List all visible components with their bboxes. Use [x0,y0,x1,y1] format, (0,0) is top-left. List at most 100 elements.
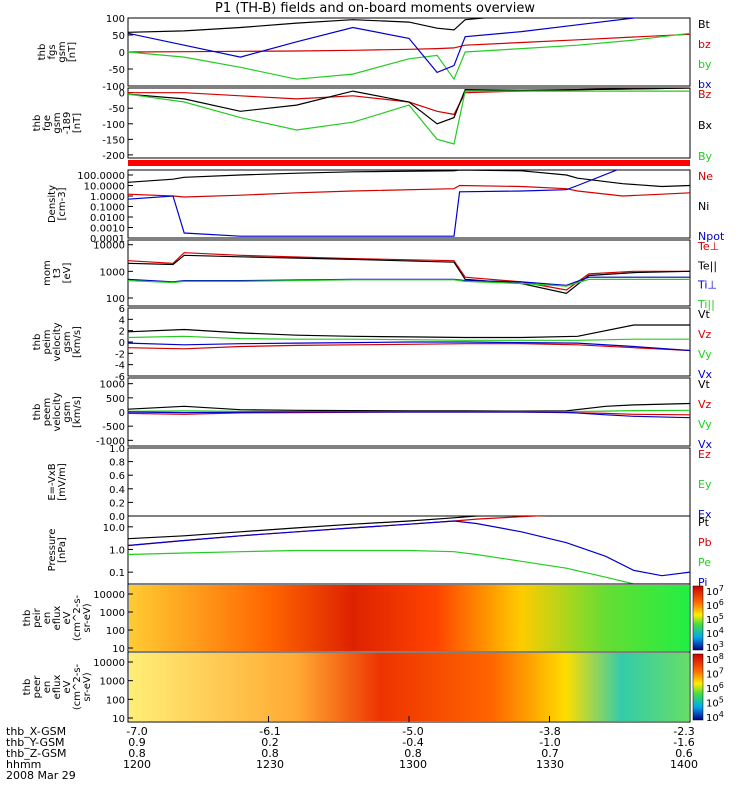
footer-t-4: 1330 [536,758,564,771]
footer-x-4: -3.8 [539,725,561,738]
footer-t-5: 1400 [670,758,698,771]
legend-1-4: bx [698,78,712,91]
series-3-npot-line [128,170,619,237]
ytick-6-2: 500 [106,394,125,405]
ytick-3-5: 0.0100 [90,213,125,224]
series-5-vt-line [128,324,690,339]
ylabel-2-5: [nT] [72,113,83,133]
ytick-7-2: 0.8 [109,458,125,469]
ytick-6-4: -500 [102,422,125,433]
footer-x-1: -7.0 [126,725,148,738]
ylabel-6-5: [km/s] [72,396,83,428]
legend-6-1: Vt [698,378,711,391]
heatmap-9 [129,585,689,651]
ylabel-5-4: gsm [62,331,73,352]
ylabel-3-2: [cm-3] [57,187,68,220]
legend-1-2: bz [698,38,711,51]
ylabel-6-2: peem [42,398,53,426]
ylabel-1-2: fgs [47,44,58,59]
chart-title: P1 (TH-B) fields and on-board moments ov… [215,1,535,16]
legend-4-3: Ti⊥ [697,279,717,292]
footer-row-z: thb_Z-GSM [6,747,67,760]
footer-col-5: -2.3 -1.6 0.6 1400 [654,726,714,770]
ylabel-6-3: velocity [52,392,63,431]
series-4-te-line [128,252,690,291]
colorbar-tick-10-5: 104 [706,710,724,724]
ytick-10-1: 10000 [93,658,125,669]
footer-t-1: 1200 [123,758,151,771]
ytick-10-3: 100 [106,695,125,706]
footer-t-3: 1300 [399,758,427,771]
footer-x-3: -5.0 [402,725,424,738]
legend-2-2: Bx [698,119,713,132]
ytick-2-4: -150 [102,135,125,146]
colorbar-tick-9-1: 107 [706,584,724,598]
colorbar-9 [692,585,704,651]
legend-5-2: Vz [698,328,712,341]
footer-y-5: -1.6 [673,736,695,749]
ylabel-9-6: (cm^2-s- [72,594,83,641]
ytick-1-4: -50 [109,65,125,76]
panel-frame-3 [127,169,691,239]
ylabel-10-3: en [42,681,53,694]
ylabel-5-1: thb [32,334,43,351]
ytick-2-1: 0 [119,89,125,100]
colorbar-tick-10-3: 106 [706,681,724,695]
footer-col-4: -3.8 -1.0 0.7 1330 [520,726,580,770]
ytick-8-1: 10.0 [103,523,125,534]
series-4-ti-line [128,278,690,287]
legend-3-3: Npot [698,230,725,243]
ytick-5-3: 2 [119,327,125,338]
footer-y-1: 0.9 [128,736,146,749]
ytick-3-7: 0.0001 [90,234,125,245]
legend-7-2: Ey [698,478,712,491]
ylabel-9-1: thb [22,610,33,627]
ylabel-10-5: eV [62,680,73,693]
footer-z-5: 0.6 [675,747,693,760]
ytick-6-1: 1000 [100,380,125,391]
series-5-vy-line [128,335,690,341]
ytick-3-6: 0.0010 [90,224,125,235]
footer-x-2: -6.1 [259,725,281,738]
ytick-9-1: 10000 [93,590,125,601]
series-8-pi-line [128,520,690,577]
ylabel-2-3: gsm [52,112,63,133]
legend-8-3: Pe [698,556,711,569]
footer-row-date: 2008 Mar 29 [6,769,76,782]
ytick-3-2: 10.0000 [84,182,125,193]
ylabel-2-2: fge [42,115,53,131]
ytick-2-2: -50 [109,104,125,115]
colorbar-tick-10-4: 105 [706,696,724,710]
series-8-pe-line [128,549,690,584]
legend-4-4: Ti|| [697,298,715,311]
series-6-vt-line [128,402,690,412]
ytick-7-6: 0.0 [109,512,125,523]
ylabel-4-3: [eV] [62,263,73,284]
series-1-bt-line [128,18,491,33]
legend-4-2: Te|| [697,259,717,272]
legend-4-1: Te⊥ [697,240,719,253]
ylabel-10-2: peer [32,675,43,699]
panel-frame-2 [127,87,691,159]
legend-8-1: Pt [698,516,710,529]
ylabel-8-2: [nPa] [57,537,68,563]
footer-z-4: 0.7 [541,747,559,760]
panel-frame-4 [127,239,691,307]
ylabel-5-5: [km/s] [72,326,83,358]
ylabel-9-7: sr-eV) [82,603,93,632]
ytick-1-3: 0 [119,48,125,59]
ylabel-1-1: thb [37,44,48,61]
legend-8-2: Pb [698,536,712,549]
ylabel-6-4: gsm [62,401,73,422]
ytick-5-6: -4 [115,361,125,372]
ytick-5-7: -6 [115,372,125,383]
ytick-6-5: -1000 [96,436,125,447]
colorbar-tick-9-4: 104 [706,626,724,640]
footer-z-1: 0.8 [128,747,146,760]
series-4-te-line [128,254,690,294]
legend-3-1: Ne [698,170,713,183]
series-5-vz-line [128,343,690,352]
colorbar-tick-10-1: 108 [706,652,724,666]
ylabel-7-1: E=-VxB [47,463,58,500]
